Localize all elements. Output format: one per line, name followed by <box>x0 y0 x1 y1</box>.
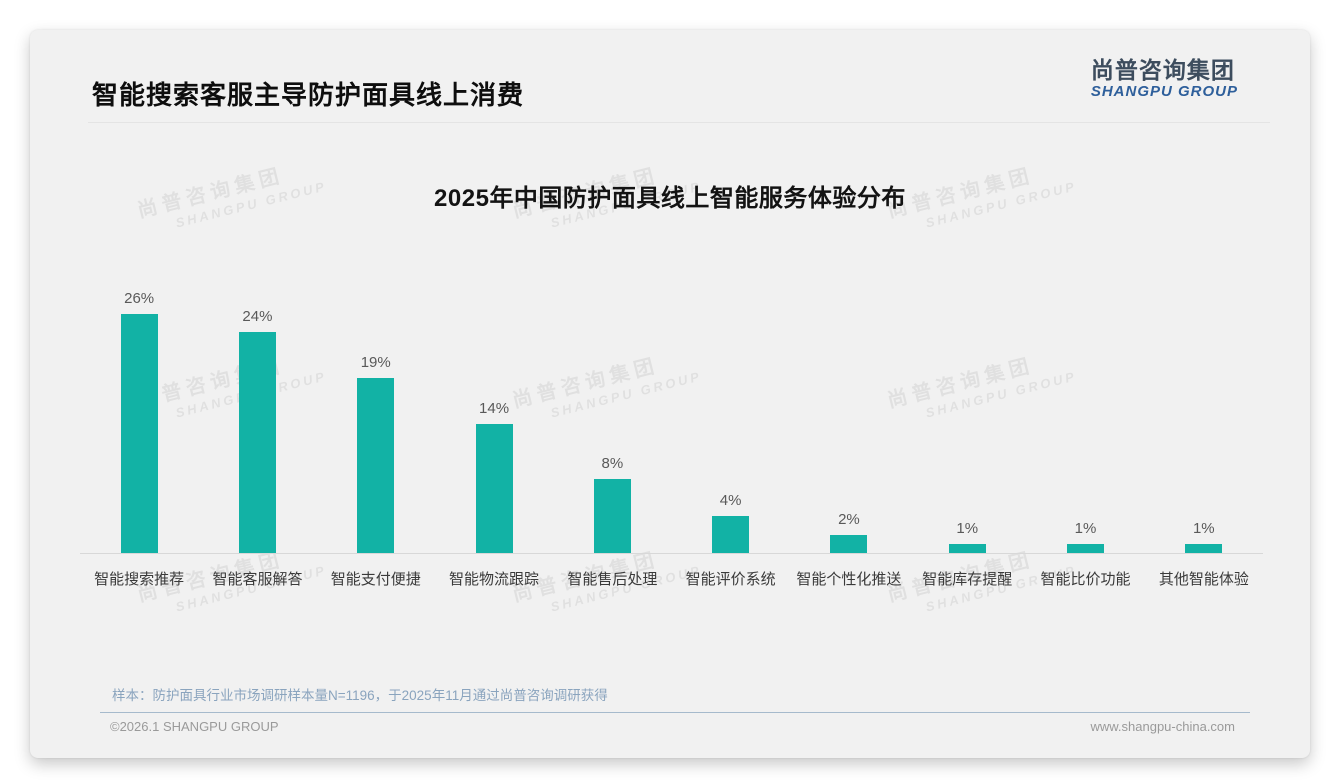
sample-note: 样本：防护面具行业市场调研样本量N=1196，于2025年11月通过尚普咨询调研… <box>112 688 608 703</box>
bar-column: 8% <box>553 455 671 553</box>
bar-column: 24% <box>198 308 316 553</box>
category-label: 智能库存提醒 <box>922 571 1013 588</box>
x-axis-labels: 智能搜索推荐 智能客服解答 智能支付便捷 智能物流跟踪 智能售后处理 智能评价系统 智能个性… <box>80 568 1263 589</box>
bar-value-label: 1% <box>1192 519 1215 537</box>
bar-column: 19% <box>317 354 435 553</box>
bar-column: 2% <box>790 511 908 553</box>
bar-column: 1% <box>908 520 1026 553</box>
bar-column: 4% <box>671 492 789 553</box>
bar <box>357 378 395 553</box>
bar-value-label: 1% <box>956 519 979 537</box>
bar-column: 14% <box>435 400 553 553</box>
company-logo-en: SHANGPU GROUP <box>1090 83 1238 101</box>
category-label: 智能客服解答 <box>212 571 303 588</box>
category-label: 智能物流跟踪 <box>449 571 540 588</box>
category-label: 智能评价系统 <box>685 571 776 588</box>
page-title: 智能搜索客服主导防护面具线上消费 <box>92 80 525 110</box>
category-label: 其他智能体验 <box>1158 571 1249 588</box>
bar-column: 1% <box>1145 520 1263 553</box>
category-label: 智能个性化推送 <box>796 571 902 588</box>
bar <box>238 332 276 553</box>
bar <box>1185 543 1223 553</box>
bar-value-label: 19% <box>360 354 391 372</box>
x-axis-line <box>80 553 1263 554</box>
bar-value-label: 2% <box>838 510 860 528</box>
bar-value-label: 4% <box>719 492 742 510</box>
bar <box>1067 543 1105 553</box>
bar <box>830 534 868 553</box>
bar-value-label: 24% <box>242 308 273 326</box>
copyright-text: ©2026.1 SHANGPU GROUP <box>110 719 279 734</box>
bar-value-label: 26% <box>124 289 155 307</box>
category-label: 智能比价功能 <box>1040 571 1131 588</box>
slide-card: 智能搜索客服主导防护面具线上消费 尚普咨询集团 SHANGPU GROUP 尚普… <box>30 30 1310 758</box>
company-logo-cn: 尚普咨询集团 <box>1090 57 1235 83</box>
bar-value-label: 1% <box>1074 519 1097 537</box>
bar <box>475 424 513 553</box>
website-link[interactable]: www.shangpu-china.com <box>1090 719 1235 734</box>
bar-column: 1% <box>1026 520 1144 553</box>
bar-value-label: 14% <box>479 400 510 418</box>
bar-value-label: 8% <box>601 455 624 473</box>
bar <box>712 516 750 553</box>
company-logo: 尚普咨询集团 SHANGPU GROUP <box>1090 57 1238 101</box>
bar-chart: 26% 24% 19% 14% 8% 4% 2% 1% 1% 1% <box>80 273 1263 553</box>
bar <box>120 313 158 553</box>
category-label: 智能售后处理 <box>567 571 658 588</box>
category-label: 智能支付便捷 <box>330 571 421 588</box>
bar <box>593 479 631 553</box>
category-label: 智能搜索推荐 <box>94 571 185 588</box>
bar <box>948 543 986 553</box>
bar-column: 26% <box>80 290 198 553</box>
title-divider <box>88 122 1270 123</box>
chart-title: 2025年中国防护面具线上智能服务体验分布 <box>434 185 906 212</box>
footer-divider <box>100 712 1250 713</box>
